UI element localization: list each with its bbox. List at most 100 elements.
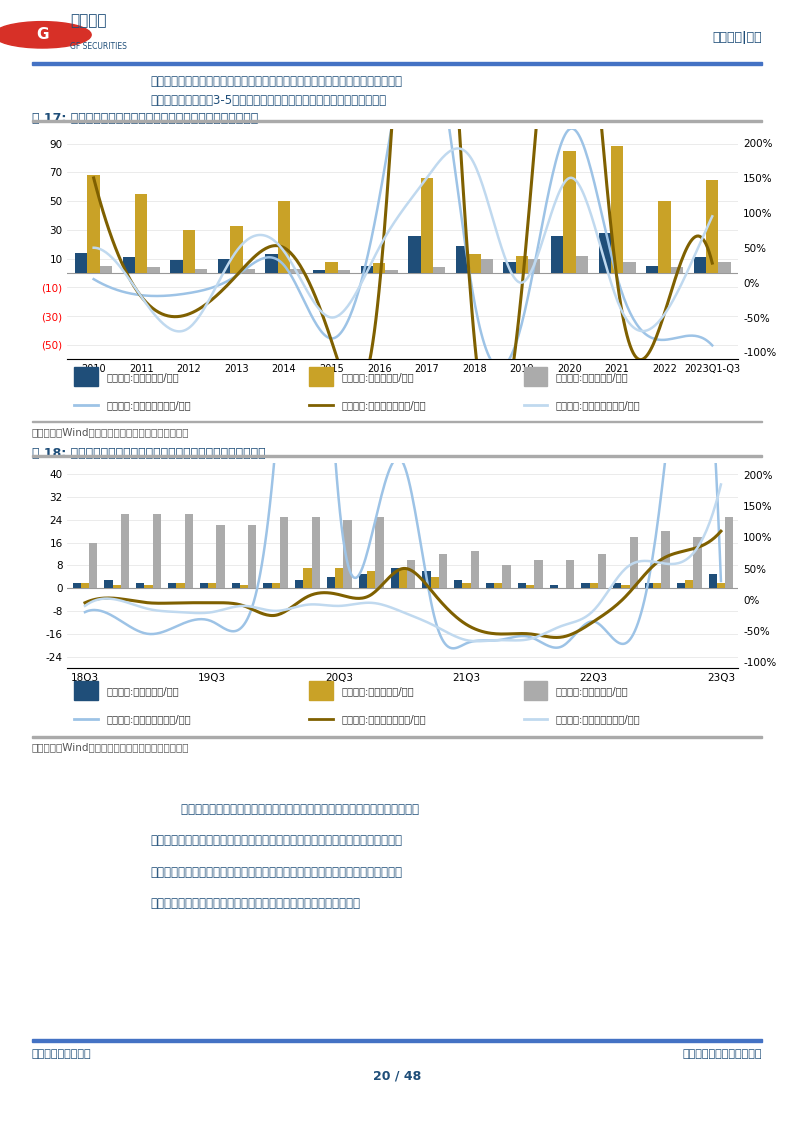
Bar	[87, 175, 100, 273]
Bar	[661, 531, 669, 588]
Bar	[218, 258, 230, 273]
Bar	[611, 146, 623, 273]
Text: 潍柴动力:归母净利润同比/右轴: 潍柴动力:归母净利润同比/右轴	[341, 400, 426, 410]
Bar	[408, 236, 421, 273]
Bar	[145, 585, 152, 588]
Bar	[717, 583, 725, 588]
Bar	[646, 266, 658, 273]
Bar	[671, 267, 683, 273]
Bar	[367, 572, 376, 588]
Bar	[309, 367, 333, 386]
Bar	[216, 526, 225, 588]
Bar	[581, 583, 590, 588]
Bar	[526, 585, 534, 588]
Bar	[385, 271, 398, 273]
Bar	[243, 268, 255, 273]
Bar	[534, 559, 542, 588]
Bar	[152, 514, 161, 588]
Bar	[630, 537, 638, 588]
Bar	[528, 258, 541, 273]
Bar	[335, 568, 344, 588]
Circle shape	[0, 21, 91, 48]
Bar	[337, 271, 350, 273]
Text: 数据来源：Wind、公司财报、广发证券发展研究中心: 数据来源：Wind、公司财报、广发证券发展研究中心	[32, 427, 189, 437]
Text: 图 17: 重卡产业链部分公司年度归母净利润（亿元）及同比增速: 图 17: 重卡产业链部分公司年度归母净利润（亿元）及同比增速	[32, 112, 258, 126]
Text: 图 18: 重卡产业链部分公司单季度归母净利润（亿元）及同比增速: 图 18: 重卡产业链部分公司单季度归母净利润（亿元）及同比增速	[32, 447, 265, 460]
Bar	[407, 559, 415, 588]
Bar	[232, 583, 240, 588]
Bar	[462, 583, 471, 588]
Bar	[272, 583, 280, 588]
Bar	[685, 579, 693, 588]
Bar	[327, 577, 335, 588]
Bar	[309, 682, 333, 701]
Bar	[135, 194, 148, 273]
Bar	[433, 267, 445, 273]
Bar	[622, 585, 630, 588]
Text: GF SECURITIES: GF SECURITIES	[70, 42, 127, 52]
Bar	[503, 565, 511, 588]
Bar	[170, 261, 183, 273]
Bar	[303, 568, 312, 588]
Bar	[208, 583, 216, 588]
Bar	[422, 572, 430, 588]
Bar	[518, 583, 526, 588]
Bar	[74, 682, 98, 701]
Bar	[168, 583, 176, 588]
Bar	[653, 583, 661, 588]
Text: 内，行业正站在未来3-5年复苏的起点，龙头公司或将释放较大业绩弹性。: 内，行业正站在未来3-5年复苏的起点，龙头公司或将释放较大业绩弹性。	[151, 94, 387, 108]
Bar	[200, 583, 208, 588]
Text: 了卡车行业足够大、足够稳定的市场空间，而并不依赖强刺激政策。: 了卡车行业足够大、足够稳定的市场空间，而并不依赖强刺激政策。	[151, 897, 360, 911]
Bar	[399, 568, 407, 588]
Bar	[248, 526, 256, 588]
Bar	[280, 517, 288, 588]
Bar	[123, 257, 135, 273]
Bar	[524, 682, 547, 701]
Bar	[613, 583, 622, 588]
Bar	[563, 150, 576, 273]
Text: 识别风险，发现价值: 识别风险，发现价值	[32, 1049, 91, 1059]
Text: 成孚高科:归母净利润同比/右轴: 成孚高科:归母净利润同比/右轴	[106, 400, 191, 410]
Text: 我国公路货运需求类似必选消费品，具备极强韧性并会随着经济总量上升长期: 我国公路货运需求类似必选消费品，具备极强韧性并会随着经济总量上升长期	[151, 803, 419, 816]
Bar	[376, 517, 384, 588]
Text: 成孚高科:归母净利润/左轴: 成孚高科:归母净利润/左轴	[341, 686, 414, 696]
Bar	[278, 201, 290, 273]
Bar	[658, 201, 671, 273]
Bar	[240, 585, 248, 588]
Bar	[693, 537, 702, 588]
Bar	[494, 583, 503, 588]
Bar	[430, 577, 439, 588]
Bar	[421, 179, 433, 273]
Bar	[503, 262, 516, 273]
Bar	[471, 551, 479, 588]
Bar	[75, 253, 87, 273]
Bar	[454, 579, 462, 588]
Bar	[360, 266, 373, 273]
Text: 成孚高科:归母净利润/左轴: 成孚高科:归母净利润/左轴	[106, 372, 179, 382]
Bar	[100, 266, 112, 273]
Text: 中国重汽:归母净利润同比/右轴: 中国重汽:归母净利润同比/右轴	[556, 400, 641, 410]
Bar	[599, 232, 611, 273]
Bar	[195, 268, 207, 273]
Bar	[104, 579, 113, 588]
Bar	[148, 267, 160, 273]
Bar	[89, 542, 98, 588]
Bar	[74, 367, 98, 386]
Bar	[373, 263, 385, 273]
Text: 数据来源：Wind、公司财报、广发证券发展研究中心: 数据来源：Wind、公司财报、广发证券发展研究中心	[32, 742, 189, 752]
Bar	[694, 257, 706, 273]
Bar	[137, 583, 145, 588]
Bar	[645, 583, 653, 588]
Bar	[391, 568, 399, 588]
Bar	[121, 514, 129, 588]
Bar	[264, 583, 272, 588]
Bar	[551, 236, 563, 273]
Bar	[81, 583, 89, 588]
Bar	[344, 520, 352, 588]
Bar	[719, 262, 730, 273]
Text: 均值及出口端的拉动有望支撑重卡行业长期向好逻辑。宏观经济总量稳中有升赋予: 均值及出口端的拉动有望支撑重卡行业长期向好逻辑。宏观经济总量稳中有升赋予	[151, 866, 403, 879]
Text: 潍柴动力:归母净利润/左轴: 潍柴动力:归母净利润/左轴	[341, 372, 414, 382]
Bar	[706, 180, 719, 273]
Bar	[725, 517, 734, 588]
Bar	[176, 583, 184, 588]
